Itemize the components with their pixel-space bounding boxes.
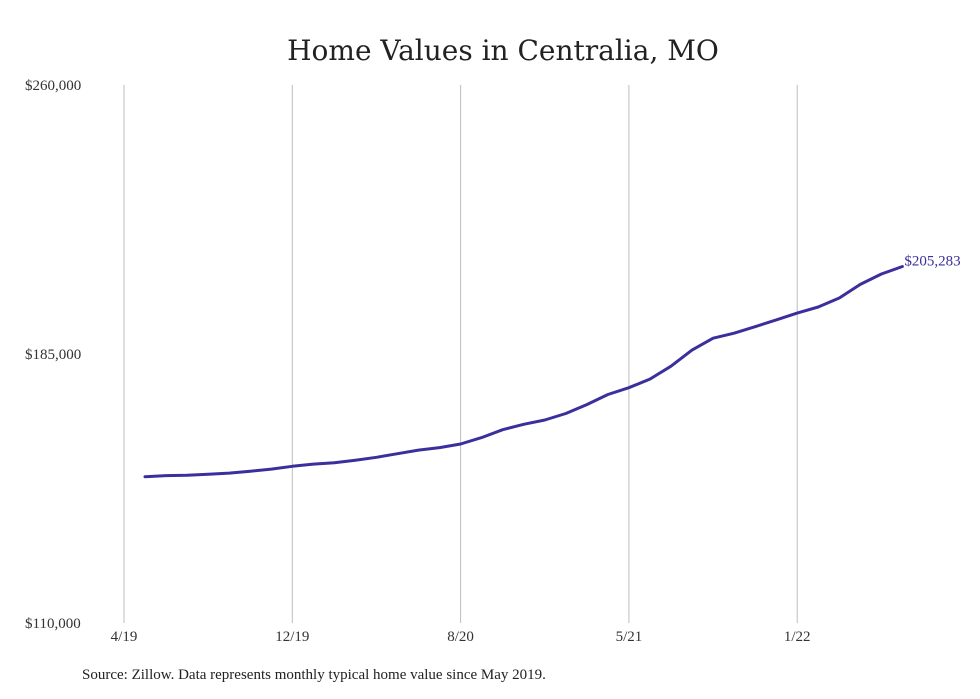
series-group — [143, 265, 904, 479]
x-tick-label: 4/19 — [111, 629, 138, 645]
gridlines — [123, 85, 798, 623]
y-axis: $110,000 $185,000 $260,000 — [25, 78, 81, 632]
x-tick-label: 1/22 — [784, 629, 811, 645]
x-tick-label: 12/19 — [275, 629, 309, 645]
y-tick-label: $260,000 — [25, 78, 81, 94]
y-tick-label: $185,000 — [25, 347, 81, 363]
y-tick-label: $110,000 — [25, 616, 81, 632]
x-axis: 4/19 12/19 8/20 5/21 1/22 — [111, 629, 811, 645]
x-tick-label: 8/20 — [447, 629, 474, 645]
chart-title: Home Values in Centralia, MO — [287, 34, 719, 67]
series-line — [143, 265, 904, 479]
x-tick-label: 5/21 — [616, 629, 643, 645]
source-note: Source: Zillow. Data represents monthly … — [82, 667, 546, 683]
end-value-label: $205,283 — [904, 253, 960, 269]
